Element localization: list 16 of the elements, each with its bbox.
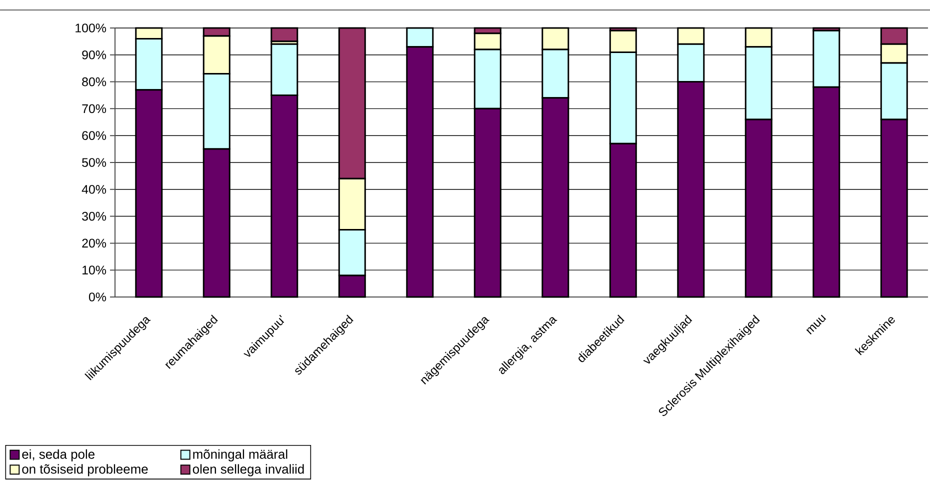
y-tick-label: 40% (82, 184, 106, 194)
y-tick-label: 30% (82, 212, 106, 221)
legend-label: mõningal määral (193, 449, 288, 462)
legend-label: olen sellega invaliid (192, 464, 304, 476)
y-tick-label: 100% (76, 24, 106, 32)
y-tick-label: 70% (82, 104, 106, 114)
y-tick-label: 50% (82, 158, 106, 167)
y-tick-label: 10% (82, 266, 106, 274)
y-tick-label: 20% (82, 238, 106, 248)
y-tick-label: 60% (82, 131, 106, 140)
legend-label: on tõsiseid probleeme (22, 464, 148, 476)
y-tick-label: 80% (82, 77, 106, 86)
y-tick-label: 0% (88, 292, 106, 302)
legend-label: ei, seda pole (22, 449, 94, 462)
x-tick-label: muu (806, 314, 826, 334)
y-tick-label: 90% (82, 50, 106, 60)
